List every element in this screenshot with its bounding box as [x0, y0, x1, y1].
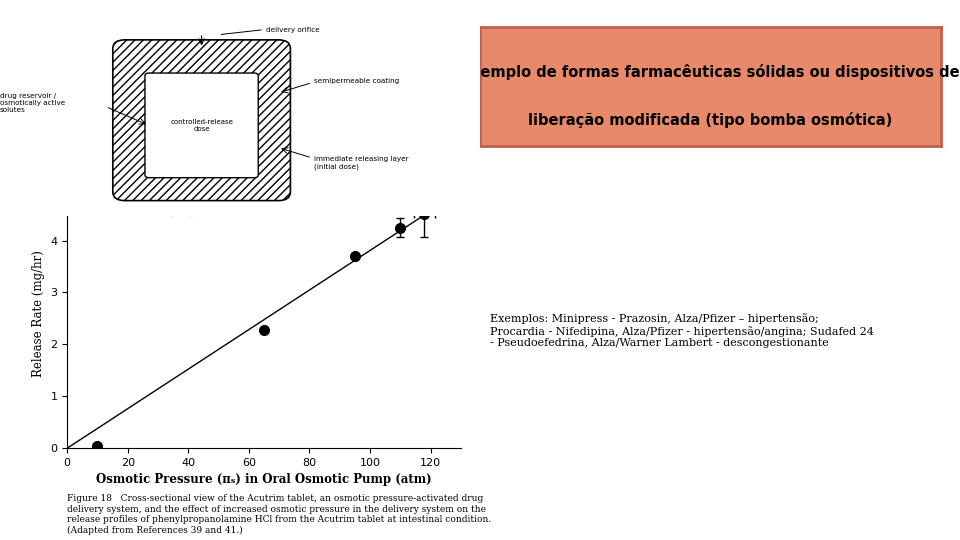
- Text: drug reservoir /
osmotically active
solutes: drug reservoir / osmotically active solu…: [0, 93, 65, 113]
- Text: controlled-release
dose: controlled-release dose: [170, 119, 233, 132]
- Text: Exemplo de formas farmacêuticas sólidas ou dispositivos de: Exemplo de formas farmacêuticas sólidas …: [461, 64, 960, 80]
- FancyBboxPatch shape: [113, 40, 291, 201]
- Text: Figure 18   Cross-sectional view of the Acutrim tablet, an osmotic pressure-acti: Figure 18 Cross-sectional view of the Ac…: [67, 494, 492, 535]
- Text: immediate releasing layer
(initial dose): immediate releasing layer (initial dose): [314, 156, 409, 170]
- X-axis label: Osmotic Pressure (πₛ) in Oral Osmotic Pump (atm): Osmotic Pressure (πₛ) in Oral Osmotic Pu…: [96, 474, 432, 487]
- Text: Exemplos: Minipress - Prazosin, Alza/Pfizer – hipertensão;
Procardia - Nifedipin: Exemplos: Minipress - Prazosin, Alza/Pfi…: [490, 313, 874, 348]
- Text: πe = 6.14 atm. (SGF)
   12.16 atm. (SIF): πe = 6.14 atm. (SGF) 12.16 atm. (SIF): [99, 197, 211, 217]
- Text: liberação modificada (tipo bomba osmótica): liberação modificada (tipo bomba osmótic…: [528, 112, 893, 127]
- FancyBboxPatch shape: [145, 73, 258, 178]
- Y-axis label: Release Rate (mg/hr): Release Rate (mg/hr): [32, 250, 45, 376]
- Text: delivery orifice: delivery orifice: [266, 26, 320, 32]
- Text: semipermeable coating: semipermeable coating: [314, 78, 399, 84]
